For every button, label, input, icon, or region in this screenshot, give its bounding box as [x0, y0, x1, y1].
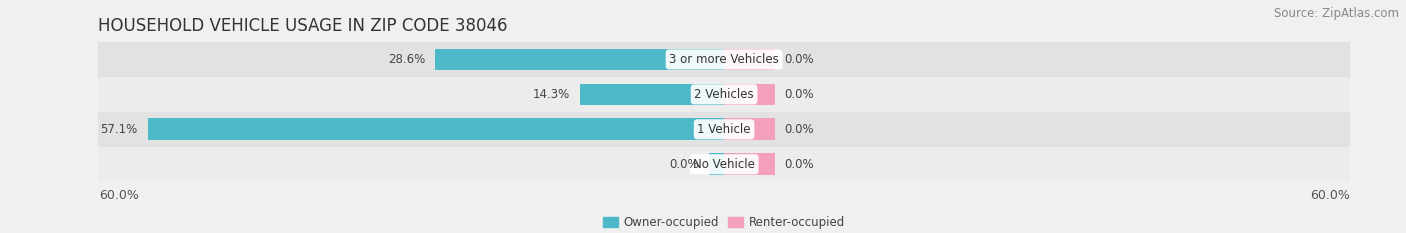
Bar	[98, 112, 1350, 147]
Text: 1 Vehicle: 1 Vehicle	[697, 123, 751, 136]
Text: 0.0%: 0.0%	[785, 53, 814, 66]
Bar	[579, 83, 724, 105]
Bar	[98, 77, 1350, 112]
Text: 0.0%: 0.0%	[785, 123, 814, 136]
Bar	[724, 153, 775, 175]
Bar	[724, 118, 775, 140]
Bar	[724, 49, 775, 70]
Bar	[98, 42, 1350, 77]
Bar	[436, 49, 724, 70]
Text: 0.0%: 0.0%	[785, 158, 814, 171]
Text: 3 or more Vehicles: 3 or more Vehicles	[669, 53, 779, 66]
Text: 0.0%: 0.0%	[669, 158, 699, 171]
Text: 14.3%: 14.3%	[533, 88, 569, 101]
Text: 57.1%: 57.1%	[100, 123, 138, 136]
Legend: Owner-occupied, Renter-occupied: Owner-occupied, Renter-occupied	[603, 216, 845, 229]
Text: 0.0%: 0.0%	[785, 88, 814, 101]
Text: 2 Vehicles: 2 Vehicles	[695, 88, 754, 101]
Text: No Vehicle: No Vehicle	[693, 158, 755, 171]
Text: 28.6%: 28.6%	[388, 53, 426, 66]
Bar	[98, 147, 1350, 182]
Bar	[724, 83, 775, 105]
Bar	[709, 153, 724, 175]
Text: HOUSEHOLD VEHICLE USAGE IN ZIP CODE 38046: HOUSEHOLD VEHICLE USAGE IN ZIP CODE 3804…	[98, 17, 508, 35]
Bar	[148, 118, 724, 140]
Text: Source: ZipAtlas.com: Source: ZipAtlas.com	[1274, 7, 1399, 20]
